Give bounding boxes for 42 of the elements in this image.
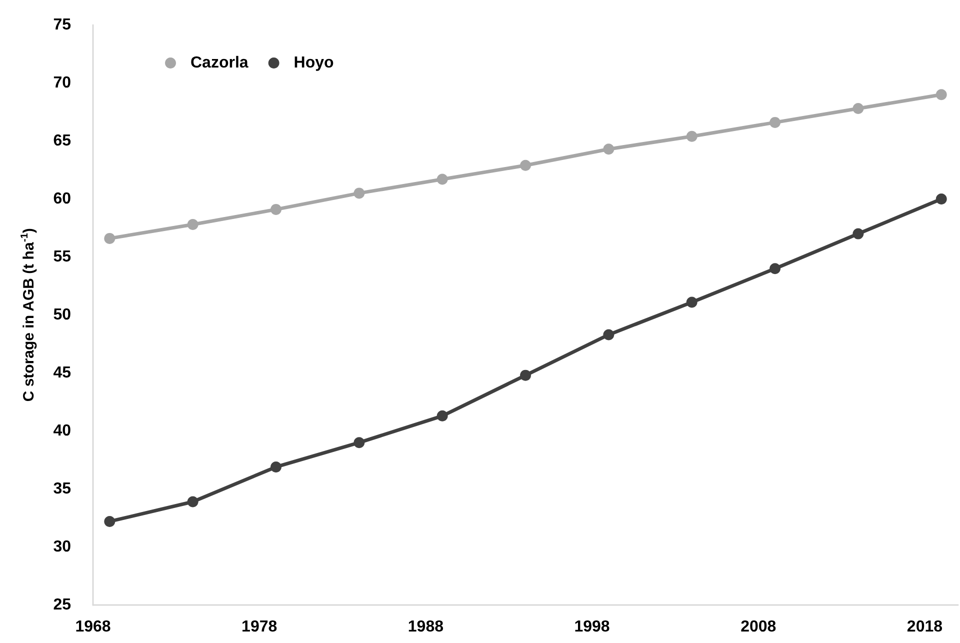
point [603, 144, 614, 155]
y-tick-label: 75 [53, 16, 72, 34]
point [520, 370, 531, 381]
point [354, 437, 365, 448]
point [270, 204, 282, 215]
y-tick-label: 30 [53, 538, 72, 556]
point [436, 410, 448, 422]
y-tick-label: 45 [53, 364, 72, 382]
point [686, 296, 698, 308]
legend-label: Cazorla [190, 54, 248, 72]
point [187, 219, 198, 230]
x-tick-label: 2008 [740, 618, 776, 636]
point [520, 160, 531, 171]
point [270, 461, 282, 472]
point [770, 263, 781, 274]
point [936, 194, 947, 204]
point [603, 329, 614, 340]
legend-label: Hoyo [294, 54, 334, 72]
x-tick-label: 1968 [75, 618, 111, 636]
point [104, 516, 116, 527]
y-tick-label: 60 [53, 190, 72, 208]
point [686, 130, 698, 142]
y-tick-label: 55 [53, 248, 72, 266]
y-tick-label: 50 [53, 306, 72, 324]
point [354, 188, 365, 199]
y-tick-label: 35 [53, 480, 72, 498]
x-tick-label: 1988 [408, 618, 444, 636]
y-tick-label: 40 [53, 422, 72, 440]
point [187, 496, 198, 508]
point [852, 103, 864, 114]
point [936, 89, 947, 100]
y-tick-label: 65 [53, 132, 72, 150]
point [104, 232, 116, 244]
x-tick-label: 1998 [574, 618, 610, 636]
y-tick-label: 70 [53, 74, 72, 92]
y-tick-label: 25 [53, 596, 72, 614]
x-tick-label: 2018 [906, 618, 943, 636]
x-tick-label: 1978 [242, 618, 278, 636]
point [852, 228, 864, 240]
point [436, 174, 448, 185]
point [770, 116, 781, 128]
y-axis-title: C storage in AGB (t ha-1) [20, 228, 38, 402]
